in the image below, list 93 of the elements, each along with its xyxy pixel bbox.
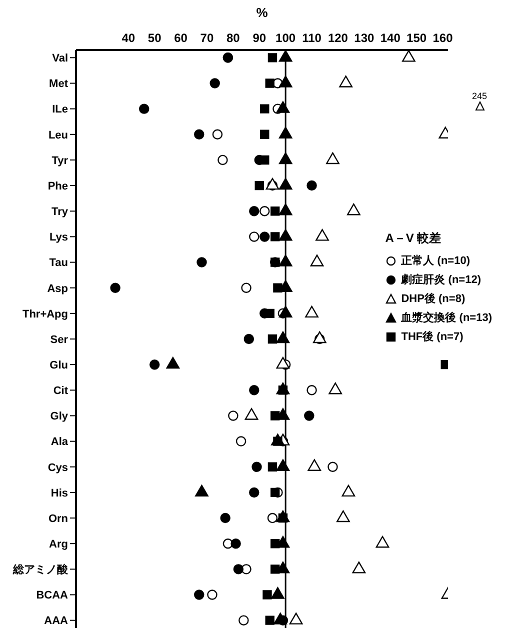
x-tick-label: 130 bbox=[354, 31, 374, 45]
point bbox=[304, 410, 314, 421]
y-tick-label: His bbox=[50, 487, 68, 500]
point bbox=[440, 360, 448, 370]
point bbox=[238, 615, 249, 626]
legend-label: 血漿交換後 (n=13) bbox=[401, 310, 492, 325]
point bbox=[194, 590, 204, 600]
point bbox=[268, 462, 278, 472]
point bbox=[244, 334, 254, 344]
x-tick-label: 110 bbox=[302, 31, 322, 45]
x-tick-label: 80 bbox=[226, 31, 240, 45]
point bbox=[139, 104, 150, 114]
y-tick-label: 総アミノ酸 bbox=[12, 563, 69, 576]
point bbox=[328, 462, 338, 472]
x-tick-label: 50 bbox=[148, 31, 162, 45]
y-tick-label: BCAA bbox=[36, 590, 68, 602]
point bbox=[270, 488, 280, 498]
y-tick-label: Leu bbox=[48, 129, 68, 142]
y-tick-label: Tyr bbox=[52, 154, 69, 167]
x-tick-label: 140 bbox=[380, 31, 401, 45]
y-tick-label: Arg bbox=[49, 538, 68, 551]
point bbox=[249, 487, 260, 498]
point bbox=[149, 359, 160, 370]
point bbox=[306, 385, 317, 396]
y-tick-label: Glu bbox=[50, 359, 68, 372]
y-tick-label: Thr+Apg bbox=[22, 308, 68, 320]
point bbox=[273, 283, 282, 292]
point bbox=[270, 206, 280, 216]
y-tick-label: Cys bbox=[48, 462, 68, 474]
point bbox=[270, 411, 280, 420]
point bbox=[212, 129, 223, 140]
y-tick-label: Phe bbox=[48, 180, 68, 192]
y-tick-label: Ala bbox=[50, 436, 69, 448]
x-tick-label: 60 bbox=[174, 31, 188, 45]
point bbox=[267, 512, 278, 524]
x-tick-label: 70 bbox=[200, 31, 214, 45]
point bbox=[265, 616, 274, 625]
point bbox=[233, 564, 244, 574]
point bbox=[196, 257, 207, 268]
point bbox=[260, 206, 270, 216]
point bbox=[252, 462, 262, 472]
x-tick-label: 90 bbox=[252, 31, 266, 45]
point bbox=[249, 385, 260, 396]
point bbox=[270, 564, 280, 574]
point bbox=[268, 334, 278, 344]
y-tick-label: Cit bbox=[53, 385, 68, 398]
point bbox=[207, 590, 218, 600]
point bbox=[306, 180, 317, 191]
point bbox=[260, 130, 270, 139]
legend-label: 劇症肝炎 (n=12) bbox=[401, 272, 481, 287]
legend-label: THF後 (n=7) bbox=[401, 330, 464, 344]
x-tick-label: 150 bbox=[406, 31, 427, 45]
point bbox=[210, 78, 220, 88]
point bbox=[249, 206, 260, 216]
y-tick-label: Ser bbox=[50, 334, 69, 346]
point bbox=[260, 232, 270, 242]
point bbox=[262, 590, 272, 600]
point bbox=[265, 308, 274, 318]
text: 245 bbox=[472, 91, 488, 101]
point bbox=[241, 282, 252, 293]
y-tick-label: Orn bbox=[48, 512, 68, 525]
y-tick-label: Met bbox=[49, 78, 68, 90]
y-tick-label: Lys bbox=[49, 232, 68, 244]
y-tick-label: Gly bbox=[50, 410, 69, 423]
legend-label: 正常人 (n=10) bbox=[401, 254, 470, 268]
y-tick-label: Try bbox=[51, 206, 69, 218]
x-tick-label: 100 bbox=[276, 31, 296, 45]
x-tick-label: 160 bbox=[432, 31, 454, 45]
x-tick-label: 120 bbox=[328, 31, 348, 45]
y-tick-label: AAA bbox=[44, 615, 68, 628]
point bbox=[218, 154, 228, 166]
point bbox=[270, 232, 280, 242]
point bbox=[260, 155, 270, 165]
point bbox=[249, 232, 260, 242]
point bbox=[260, 104, 270, 114]
legend-title: A－V 較差 bbox=[385, 230, 442, 247]
point bbox=[194, 129, 204, 140]
y-tick-label: Asp bbox=[47, 282, 68, 295]
point bbox=[228, 410, 238, 421]
x-axis-title: % bbox=[256, 5, 268, 20]
x-tick-label: 40 bbox=[122, 31, 136, 45]
point bbox=[110, 282, 120, 293]
y-tick-label: Val bbox=[52, 52, 68, 65]
point bbox=[236, 436, 246, 446]
point bbox=[265, 78, 274, 88]
y-tick-label: ILe bbox=[52, 104, 68, 116]
legend-label: DHP後 (n=8) bbox=[401, 292, 466, 306]
point bbox=[270, 539, 280, 548]
point bbox=[254, 180, 264, 190]
point bbox=[268, 53, 278, 62]
point bbox=[230, 538, 241, 549]
y-tick-label: Tau bbox=[49, 257, 68, 270]
point bbox=[220, 512, 230, 524]
